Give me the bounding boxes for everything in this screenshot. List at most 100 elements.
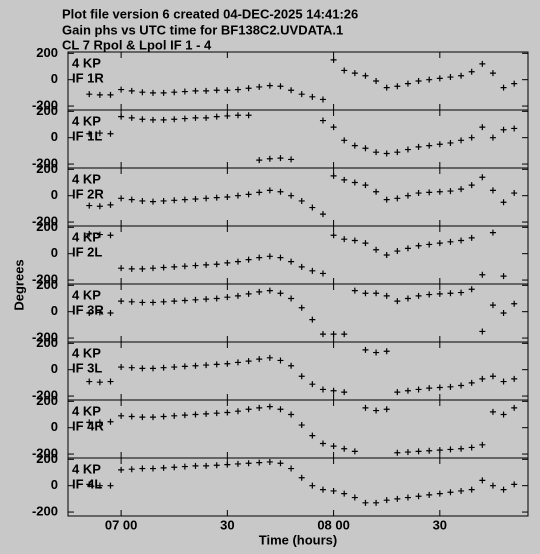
data-point — [160, 464, 167, 471]
data-point — [256, 83, 263, 90]
y-tick-label: -200 — [32, 445, 58, 460]
y-tick-label: -200 — [32, 387, 58, 402]
data-point — [277, 406, 284, 413]
data-point — [128, 466, 135, 473]
y-tick-label: -200 — [32, 97, 58, 112]
data-point — [160, 264, 167, 271]
data-point — [404, 245, 411, 252]
data-point — [426, 241, 433, 248]
data-point — [351, 448, 358, 455]
data-point — [203, 114, 210, 121]
data-point — [458, 186, 465, 193]
data-point — [86, 481, 93, 488]
data-point — [436, 240, 443, 247]
data-point — [245, 256, 252, 263]
data-point — [489, 482, 496, 489]
data-point — [458, 487, 465, 494]
data-point — [234, 112, 241, 119]
data-point — [404, 80, 411, 87]
data-point — [298, 91, 305, 98]
data-point — [171, 298, 178, 305]
data-point — [383, 292, 390, 299]
data-point — [309, 482, 316, 489]
data-point — [96, 91, 103, 98]
data-point — [468, 286, 475, 293]
data-point — [160, 197, 167, 204]
data-point — [330, 56, 337, 63]
data-point — [362, 145, 369, 152]
data-point — [288, 156, 295, 163]
data-point — [160, 89, 167, 96]
data-point — [224, 112, 231, 119]
data-point — [171, 116, 178, 123]
data-point — [479, 441, 486, 448]
data-point — [234, 408, 241, 415]
data-point — [351, 494, 358, 501]
y-tick-label: 200 — [36, 219, 58, 234]
data-point — [149, 89, 156, 96]
x-tick-label: 08 00 — [317, 517, 350, 532]
data-point — [192, 262, 199, 269]
data-point — [479, 477, 486, 484]
data-point — [298, 422, 305, 429]
data-point — [245, 460, 252, 467]
data-point — [181, 363, 188, 370]
data-point — [149, 465, 156, 472]
data-point — [224, 409, 231, 416]
data-point — [149, 116, 156, 123]
header-line: Gain phs vs UTC time for BF138C2.UVDATA.… — [62, 22, 343, 37]
data-point — [256, 288, 263, 295]
panel-label: IF 3L — [72, 360, 102, 375]
data-point — [458, 445, 465, 452]
data-point — [373, 149, 380, 156]
data-point — [256, 189, 263, 196]
data-point — [86, 130, 93, 137]
data-point — [415, 242, 422, 249]
y-tick-label: 200 — [36, 335, 58, 350]
data-point — [489, 70, 496, 77]
data-point — [203, 296, 210, 303]
data-point — [415, 493, 422, 500]
y-tick-label: -200 — [32, 329, 58, 344]
panel-label: 4 KP — [72, 55, 101, 70]
data-point — [203, 462, 210, 469]
y-tick-label: 200 — [36, 45, 58, 60]
data-point — [160, 116, 167, 123]
data-point — [447, 290, 454, 297]
data-point — [234, 359, 241, 366]
data-point — [511, 125, 518, 132]
data-point — [479, 375, 486, 382]
data-point — [298, 474, 305, 481]
x-tick-label: 30 — [220, 517, 234, 532]
data-point — [245, 191, 252, 198]
data-point — [139, 265, 146, 272]
data-point — [224, 87, 231, 94]
data-point — [107, 201, 114, 208]
data-point — [458, 137, 465, 144]
data-point — [277, 254, 284, 261]
data-point — [394, 149, 401, 156]
data-point — [341, 490, 348, 497]
data-point — [341, 331, 348, 338]
data-point — [351, 237, 358, 244]
data-point — [203, 261, 210, 268]
data-point — [500, 199, 507, 206]
panel-label: IF 3R — [72, 302, 104, 317]
data-point — [192, 362, 199, 369]
data-point — [383, 497, 390, 504]
data-point — [341, 389, 348, 396]
data-point — [107, 482, 114, 489]
data-point — [319, 270, 326, 277]
data-point — [118, 113, 125, 120]
data-point — [139, 365, 146, 372]
data-point — [139, 89, 146, 96]
data-point — [479, 271, 486, 278]
data-point — [330, 387, 337, 394]
data-point — [288, 465, 295, 472]
data-point — [245, 112, 252, 119]
data-point — [447, 238, 454, 245]
data-point — [436, 75, 443, 82]
data-point — [203, 87, 210, 94]
header-line: Plot file version 6 created 04-DEC-2025 … — [62, 6, 358, 21]
data-point — [149, 414, 156, 421]
